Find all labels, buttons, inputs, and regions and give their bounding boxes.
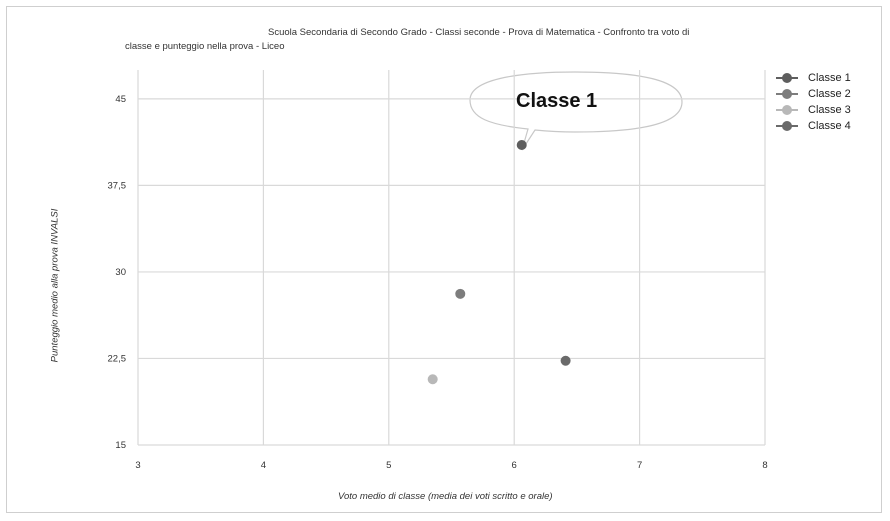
legend-label: Classe 1 [808, 72, 851, 84]
legend-item[interactable]: Classe 2 [776, 86, 851, 102]
legend-marker-icon [776, 104, 798, 116]
y-axis-label: Punteggio medio alla prova INVALSI [49, 208, 61, 363]
legend-item[interactable]: Classe 1 [776, 70, 851, 86]
data-point[interactable] [516, 140, 527, 150]
legend-marker-icon [776, 72, 798, 84]
y-tick-label: 22,5 [108, 353, 127, 364]
x-tick-label: 7 [637, 460, 642, 471]
x-tick-label: 6 [512, 460, 517, 471]
y-tick-label: 30 [115, 267, 126, 278]
legend-marker-icon [776, 88, 798, 100]
callout-label: Classe 1 [516, 90, 598, 112]
x-tick-label: 4 [261, 460, 266, 471]
legend: Classe 1 Classe 2 Classe 3 Classe 4 [776, 70, 851, 134]
y-tick-label: 37,5 [108, 180, 127, 191]
data-point[interactable] [560, 355, 571, 366]
legend-item[interactable]: Classe 3 [776, 102, 851, 118]
data-point[interactable] [427, 374, 438, 385]
legend-marker-icon [776, 120, 798, 132]
legend-label: Classe 4 [808, 120, 851, 132]
x-axis-label: Voto medio di classe (media dei voti scr… [338, 491, 553, 502]
y-tick-label: 45 [115, 94, 126, 105]
chart-title-line-2: classe e punteggio nella prova - Liceo [125, 41, 285, 52]
grid [137, 70, 766, 446]
callout-bubble [469, 71, 683, 151]
data-points [427, 140, 571, 385]
x-tick-label: 8 [762, 460, 767, 471]
legend-label: Classe 2 [808, 88, 851, 100]
legend-item[interactable]: Classe 4 [776, 118, 851, 134]
legend-label: Classe 3 [808, 104, 851, 116]
chart-title-line-1: Scuola Secondaria di Secondo Grado - Cla… [268, 27, 690, 38]
chart-frame [6, 6, 882, 513]
x-tick-label: 3 [135, 460, 140, 471]
x-tick-label: 5 [386, 460, 391, 471]
y-tick-label: 15 [115, 440, 126, 451]
data-point[interactable] [455, 288, 466, 299]
